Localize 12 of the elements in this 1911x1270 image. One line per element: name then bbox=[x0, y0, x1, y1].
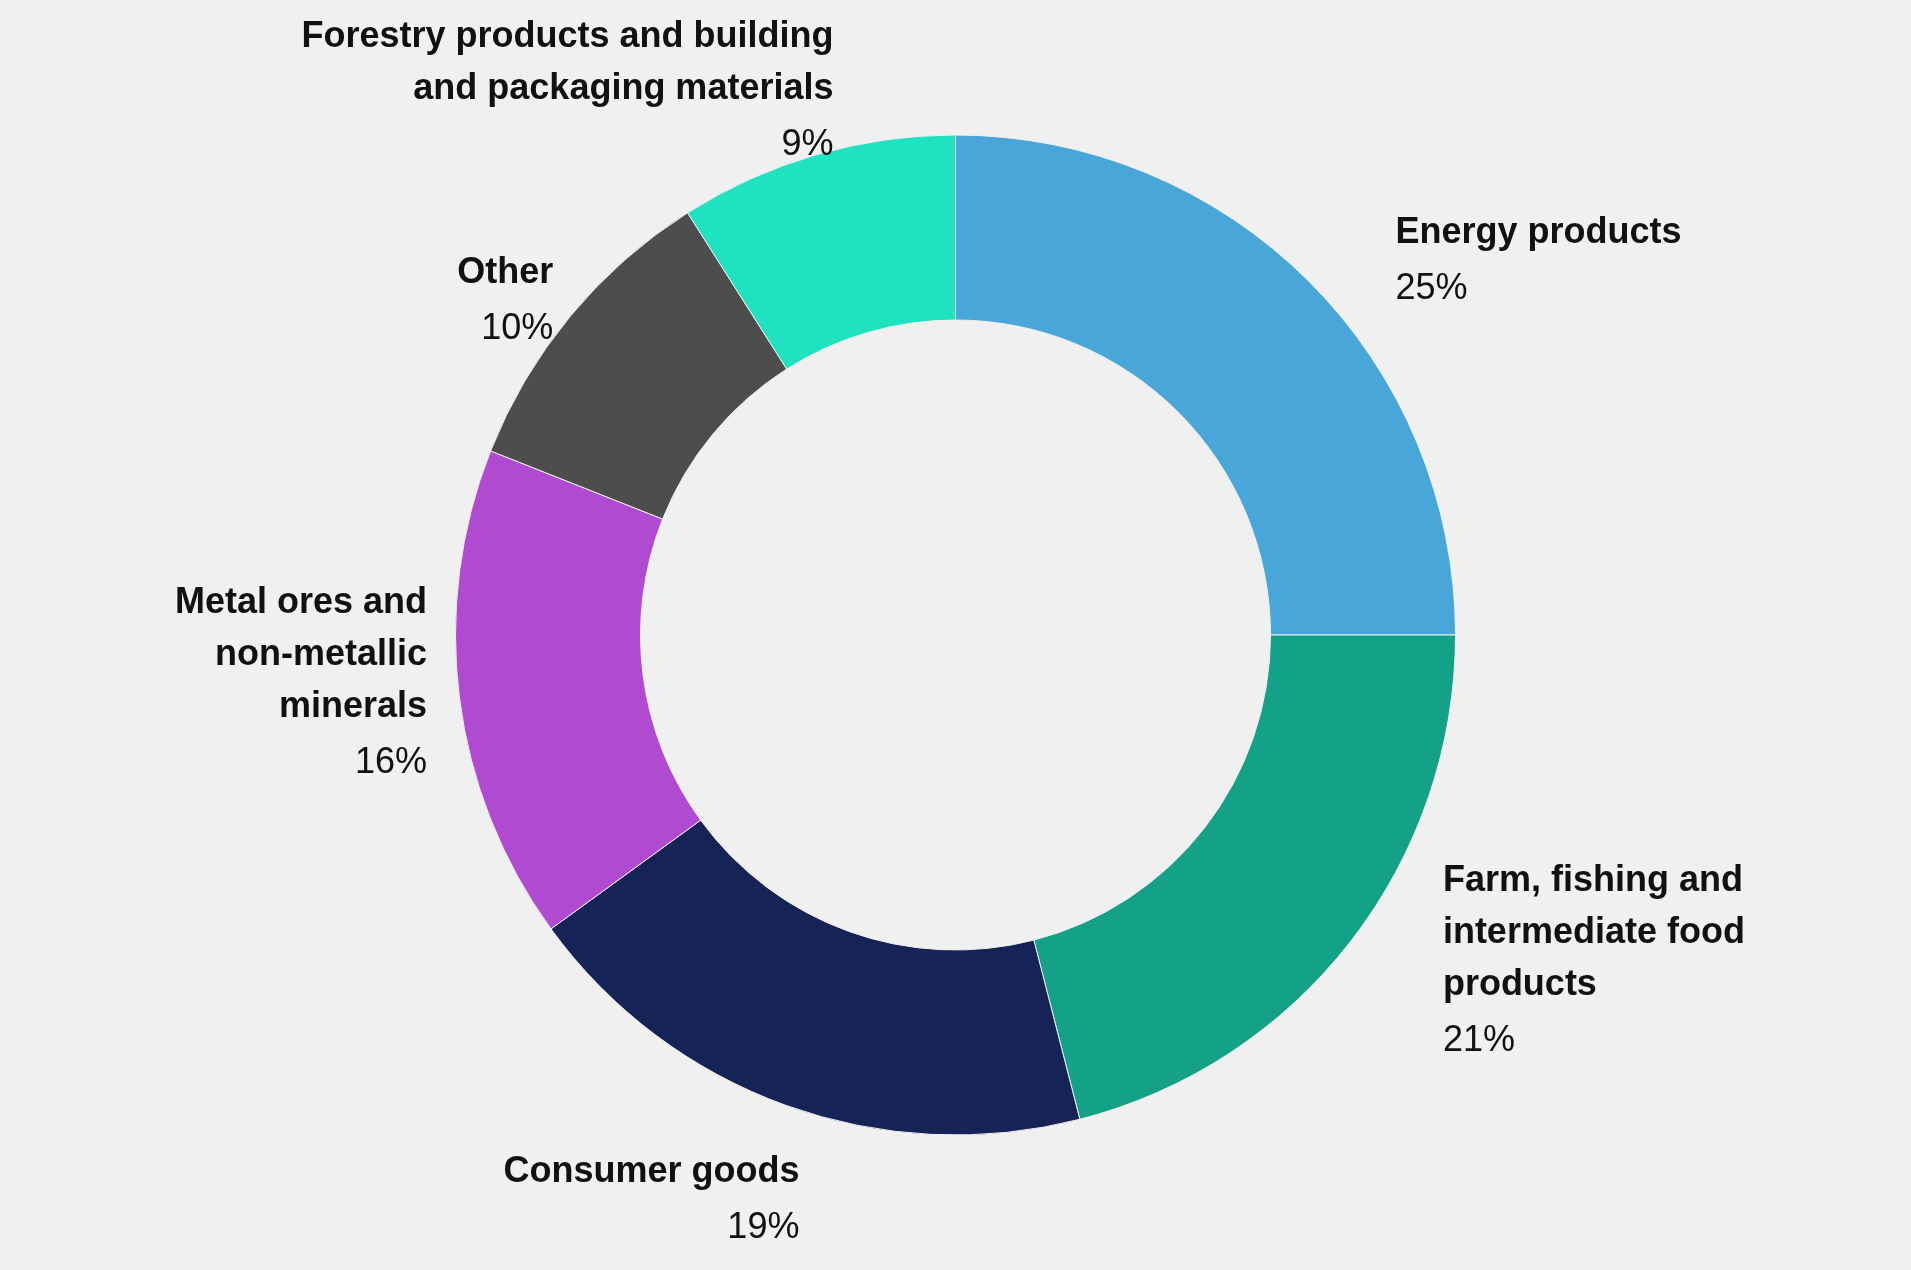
data-label: 10% bbox=[481, 305, 554, 347]
slice-label: Farm, fishing and intermediate food products bbox=[1442, 858, 1745, 1004]
data-label: 16% bbox=[354, 740, 427, 782]
slice-label: Forestry products and building and packaging materials bbox=[301, 13, 834, 107]
data-label: 25% bbox=[1395, 265, 1468, 307]
slice-label: Energy products bbox=[1395, 209, 1682, 251]
data-label: 9% bbox=[781, 121, 834, 163]
data-label: 19% bbox=[727, 1205, 800, 1247]
slice-label: Other bbox=[457, 249, 554, 291]
slice-label: Consumer goods bbox=[503, 1149, 800, 1191]
data-label: 21% bbox=[1442, 1018, 1515, 1060]
slice-label: Metal ores and non-metallic minerals bbox=[174, 580, 427, 726]
